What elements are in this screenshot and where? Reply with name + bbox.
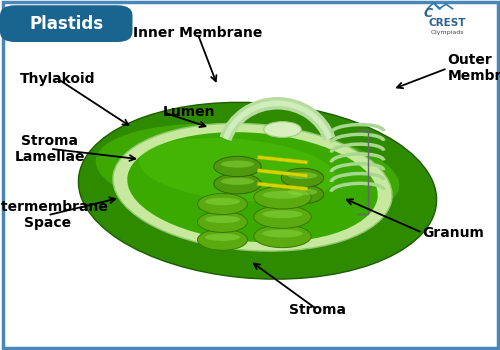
Ellipse shape [214, 156, 261, 177]
Ellipse shape [214, 174, 261, 194]
Text: C: C [424, 7, 433, 20]
Text: Plastids: Plastids [29, 15, 104, 33]
Ellipse shape [262, 191, 302, 199]
Text: Stroma
Lamellae: Stroma Lamellae [15, 134, 85, 164]
Text: Lumen: Lumen [162, 105, 215, 119]
Ellipse shape [140, 138, 336, 202]
Ellipse shape [221, 178, 254, 185]
Text: Outer
Membrane: Outer Membrane [448, 53, 500, 83]
Ellipse shape [198, 229, 248, 250]
Ellipse shape [198, 211, 248, 232]
Ellipse shape [254, 205, 312, 228]
Ellipse shape [262, 210, 302, 218]
FancyArrow shape [257, 155, 308, 164]
Ellipse shape [198, 194, 248, 215]
Ellipse shape [128, 132, 378, 242]
Text: Thylakoid: Thylakoid [20, 72, 95, 86]
Ellipse shape [113, 124, 392, 251]
Ellipse shape [221, 161, 254, 168]
Text: Granum: Granum [422, 226, 484, 240]
Ellipse shape [96, 123, 400, 223]
Ellipse shape [205, 216, 240, 223]
Ellipse shape [281, 185, 324, 204]
FancyBboxPatch shape [0, 5, 132, 42]
Ellipse shape [254, 186, 312, 209]
Ellipse shape [264, 122, 302, 137]
Text: Olympiads: Olympiads [431, 30, 464, 35]
Ellipse shape [262, 230, 302, 238]
Text: CREST: CREST [429, 18, 466, 28]
Text: Intermembrane
Space: Intermembrane Space [0, 200, 108, 230]
Ellipse shape [281, 168, 324, 188]
Ellipse shape [254, 225, 312, 248]
Ellipse shape [288, 172, 318, 179]
FancyArrow shape [257, 169, 308, 177]
Text: Inner Membrane: Inner Membrane [133, 26, 262, 40]
FancyArrow shape [257, 182, 308, 191]
Ellipse shape [288, 189, 318, 195]
Text: Stroma: Stroma [289, 303, 346, 317]
Ellipse shape [205, 233, 240, 241]
Ellipse shape [78, 102, 436, 279]
Ellipse shape [205, 198, 240, 205]
